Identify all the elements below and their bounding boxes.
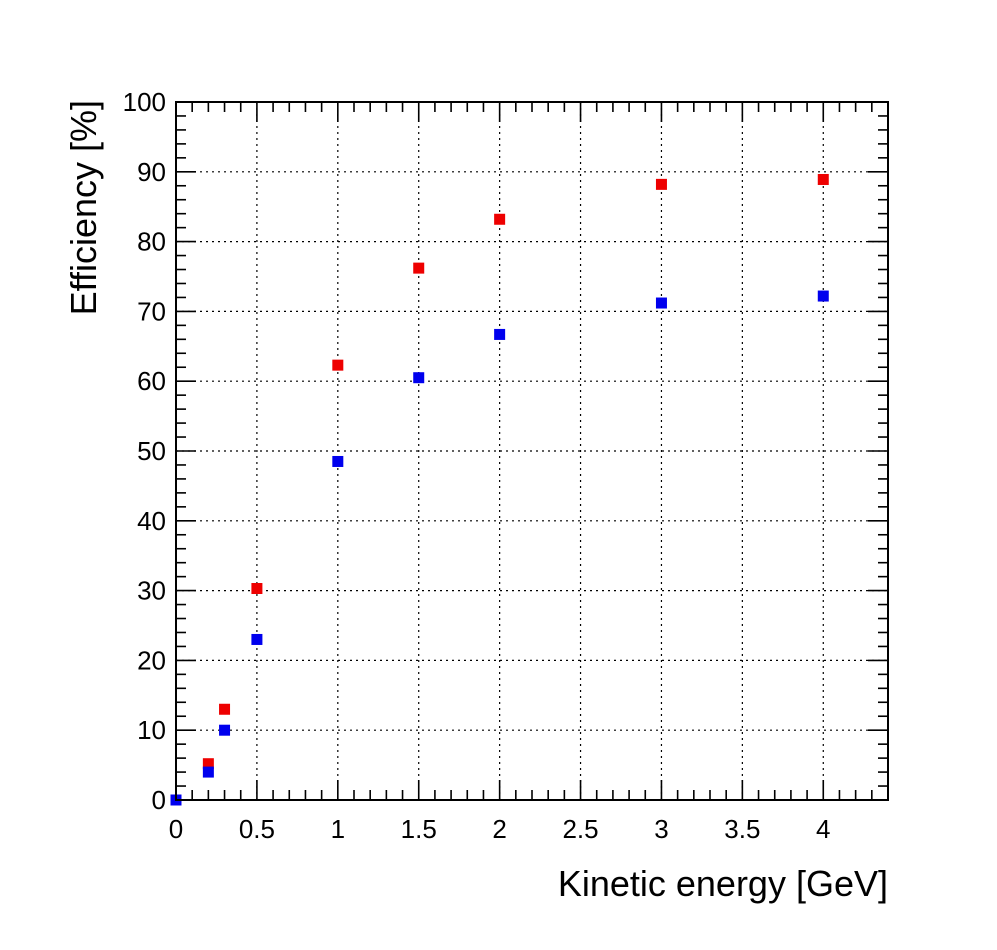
y-tick-label: 100 [123,87,166,117]
data-points [170,173,829,806]
x-tick-label: 1 [331,814,345,844]
data-point-series-1 [817,173,829,185]
grid [176,102,888,800]
data-point-series-1 [655,178,667,190]
y-tick-label: 30 [137,576,166,606]
data-point-series-2 [251,633,263,645]
data-point-series-1 [251,583,263,595]
x-tick-label: 3.5 [724,814,760,844]
data-point-series-2 [219,724,231,736]
data-point-series-1 [332,359,344,371]
y-tick-label: 60 [137,366,166,396]
data-point-series-1 [219,703,231,715]
data-point-series-1 [494,213,506,225]
x-tick-label: 4 [816,814,830,844]
x-axis-label: Kinetic energy [GeV] [558,863,888,904]
y-tick-label: 70 [137,296,166,326]
data-point-series-2 [332,455,344,467]
axes [175,101,889,801]
data-point-series-2 [494,328,506,340]
y-tick-label: 20 [137,645,166,675]
x-tick-label: 0 [169,814,183,844]
data-point-series-1 [202,758,214,770]
y-tick-label: 0 [152,785,166,815]
x-tick-label: 0.5 [239,814,275,844]
x-tick-label: 2 [492,814,506,844]
x-tick-label: 1.5 [401,814,437,844]
y-axis-label: Efficiency [%] [63,100,104,315]
y-tick-label: 90 [137,157,166,187]
y-tick-label: 10 [137,715,166,745]
data-point-series-2 [202,766,214,778]
data-point-series-1 [413,262,425,274]
x-tick-label: 3 [654,814,668,844]
y-tick-label: 50 [137,436,166,466]
y-tick-label: 80 [137,227,166,257]
y-tick-label: 40 [137,506,166,536]
x-tick-label: 2.5 [562,814,598,844]
data-point-series-2 [655,297,667,309]
data-point-series-2 [817,290,829,302]
data-point-series-2 [413,372,425,384]
